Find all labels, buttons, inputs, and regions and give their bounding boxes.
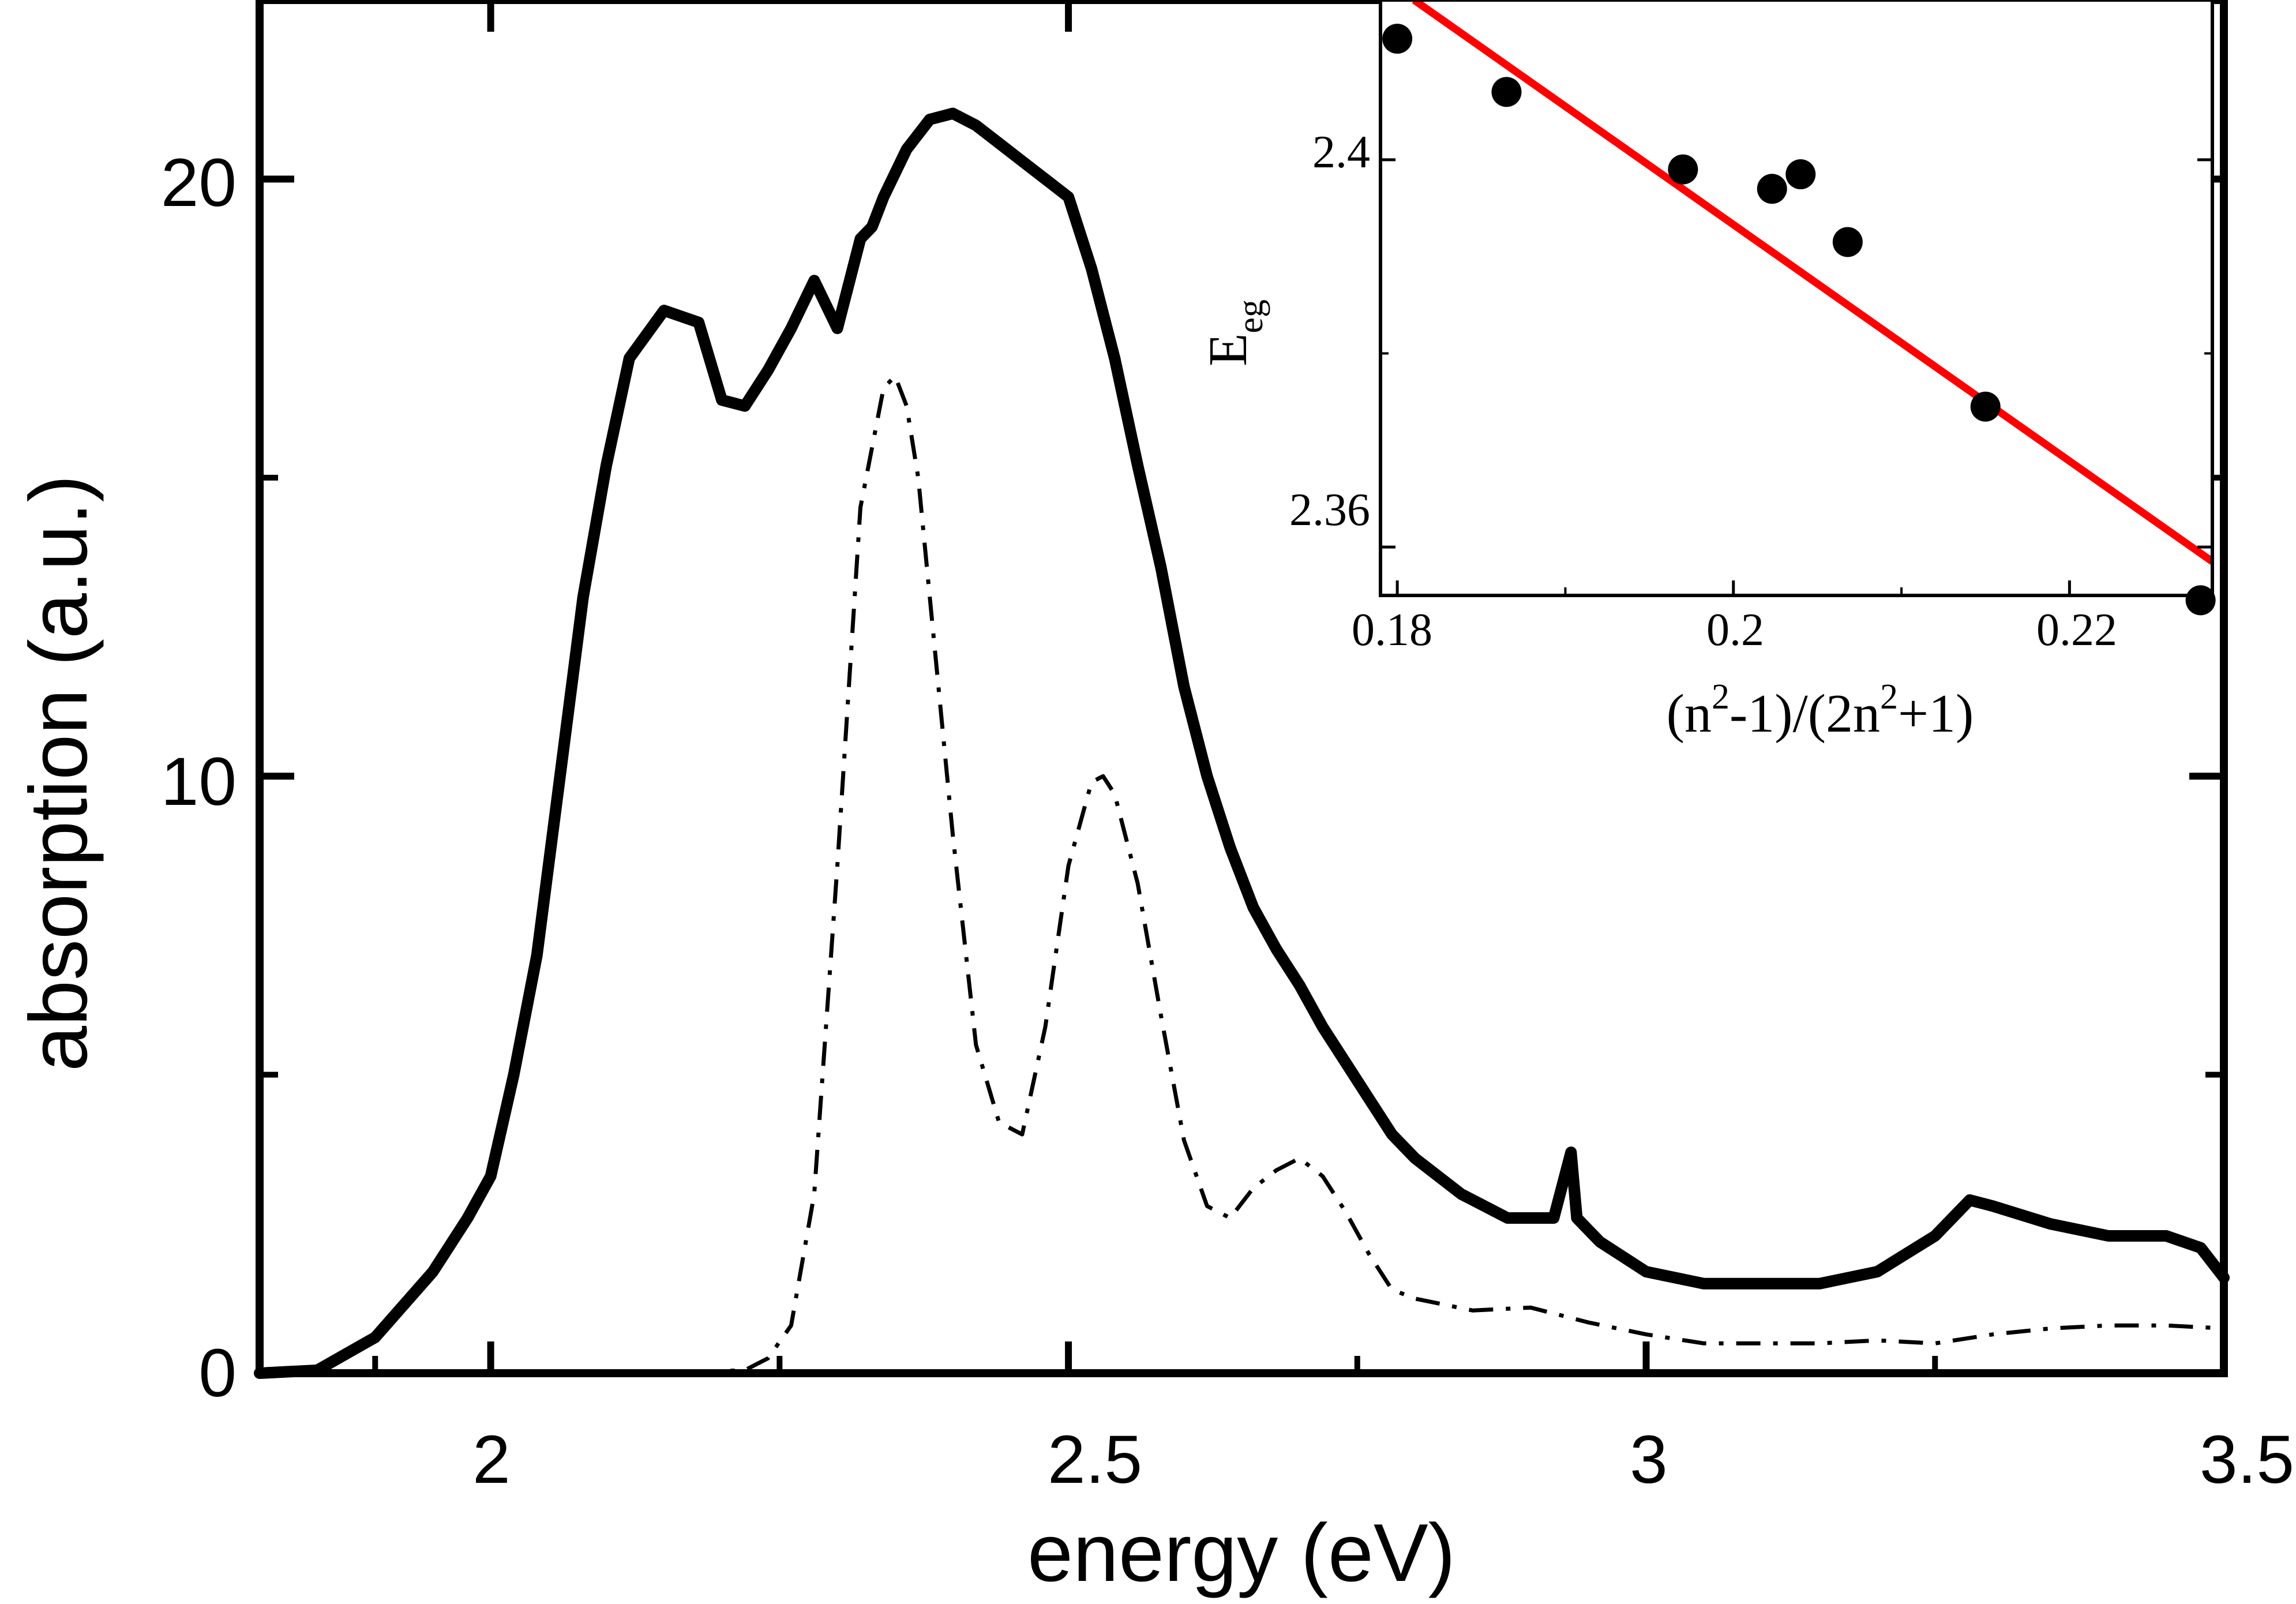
data-point <box>2185 585 2216 616</box>
main-plot-frame <box>256 0 2228 1377</box>
data-point <box>1832 227 1863 257</box>
y-axis-title: absorption (a.u.) <box>13 475 104 1071</box>
x-tick-label: 2 <box>472 1422 511 1498</box>
inset-y-axis-title: Eeg <box>1198 299 1270 366</box>
x-tick-label: 3 <box>1630 1422 1668 1498</box>
inset-x-tick-label: 0.2 <box>1706 605 1764 655</box>
data-point <box>1382 24 1413 54</box>
x-tick-label: 2.5 <box>1048 1422 1142 1498</box>
y-tick-label: 20 <box>161 145 237 221</box>
inset-x-tick-label: 0.18 <box>1352 605 1432 655</box>
data-point <box>1785 159 1816 190</box>
inset-frame <box>1379 0 2214 597</box>
x-tick-label: 3.5 <box>2200 1422 2294 1498</box>
data-point <box>1491 77 1522 107</box>
inset-x-axis-title: (n2-1)/(2n2+1) <box>1667 677 1974 744</box>
series-line-theory <box>260 374 2224 1376</box>
series-line-experiment <box>254 107 2230 1379</box>
data-point <box>1668 154 1698 185</box>
data-point <box>1757 174 1787 204</box>
inset-y-tick-label: 2.36 <box>1289 485 1370 535</box>
main-plot: 2 2.5 3 3.5 0 10 20 energy (eV) absorpti… <box>13 0 2294 1599</box>
y-tick-label: 0 <box>198 1335 237 1411</box>
inset-x-tick-label: 0.22 <box>2036 605 2117 655</box>
fit-line <box>1412 0 2215 565</box>
data-point <box>1970 391 2001 422</box>
inset-plot: 0.18 0.2 0.22 2.36 2.4 (n2-1)/(2n2+1) Ee… <box>1198 0 2216 744</box>
inset-y-tick-label: 2.4 <box>1312 127 1370 178</box>
x-axis-title: energy (eV) <box>1027 1507 1455 1599</box>
y-tick-label: 10 <box>161 744 237 820</box>
